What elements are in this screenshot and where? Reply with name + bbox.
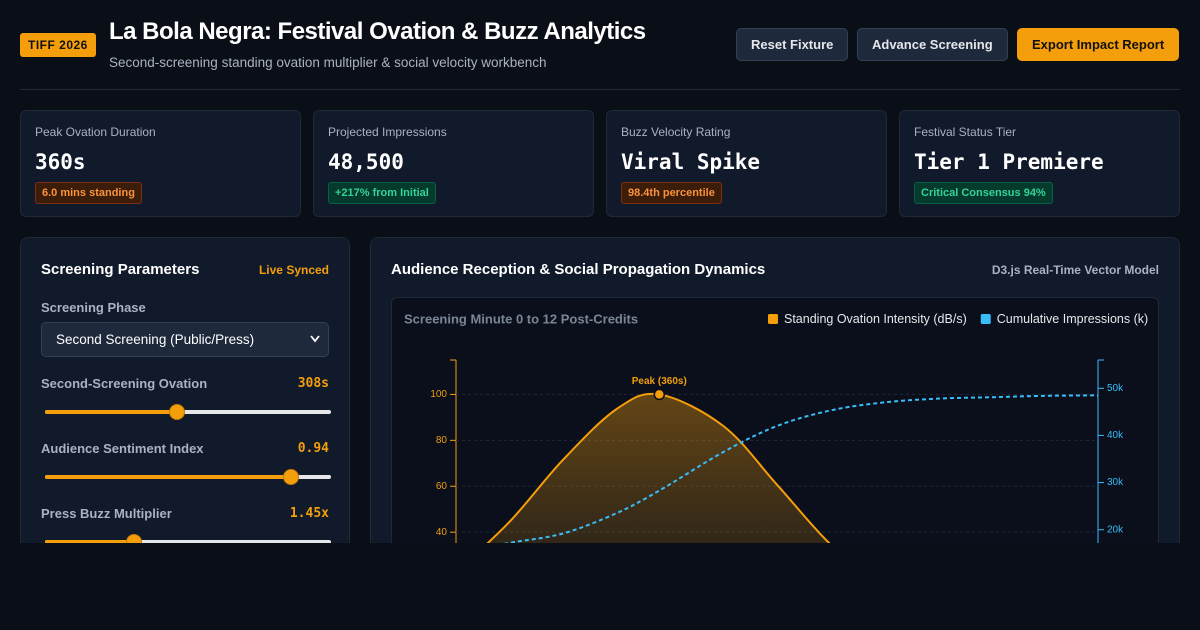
line [503, 394, 1099, 543]
slider-value: 308s [297, 376, 329, 391]
y2-tick-label: 20k [1107, 524, 1124, 535]
slider-label: Audience Sentiment Index [41, 441, 204, 456]
annotation: Peak (360s) [632, 376, 687, 387]
line [486, 392, 831, 543]
y2-tick-label: 30k [1107, 477, 1124, 488]
kpi-value: 360s [35, 150, 86, 174]
select-value: Second Screening (Public/Press) [56, 332, 255, 347]
chart: Screening Minute 0 to 12 Post-Credits St… [404, 311, 1148, 543]
y2-tick-label: 40k [1107, 430, 1124, 441]
kpi-card: Buzz Velocity Rating Viral Spike 98.4th pe… [606, 110, 887, 217]
kpi-label: Peak Ovation Duration [35, 125, 156, 139]
button[interactable]: Reset Fixture [736, 28, 849, 61]
kpi-tag: 6.0 mins standing [35, 182, 142, 204]
slider-value: 1.45x [289, 506, 329, 521]
legend-label: Standing Ovation Intensity (dB/s) [784, 312, 967, 326]
chart-subtitle: Screening Minute 0 to 12 Post-Credits [404, 311, 638, 326]
badge: TIFF 2026 [20, 33, 96, 57]
y-tick-label: 60 [436, 481, 448, 492]
kpi-tag: 98.4th percentile [621, 182, 722, 204]
button[interactable]: Export Impact Report [1017, 28, 1180, 61]
chart-box: Screening Minute 0 to 12 Post-Credits St… [391, 297, 1159, 543]
kpi-tag: +217% from Initial [328, 182, 436, 204]
slider[interactable] [45, 469, 331, 485]
legend-swatch [768, 314, 778, 324]
peak-marker [653, 388, 666, 401]
panel-title: Screening Parameters [41, 261, 200, 278]
y2-tick-label: 50k [1107, 383, 1124, 394]
kpi-card: Peak Ovation Duration 360s 6.0 mins standi… [20, 110, 301, 217]
kpi-label: Projected Impressions [328, 125, 447, 139]
panel-title: Audience Reception & Social Propagation … [391, 261, 766, 278]
tag: D3.js Real-Time Vector Model [991, 263, 1159, 277]
select[interactable]: Second Screening (Public/Press) [41, 322, 329, 357]
button[interactable]: Advance Screening [857, 28, 1008, 61]
slider-value: 0.94 [297, 441, 329, 456]
kpi-value: Tier 1 Premiere [914, 150, 1104, 174]
kpi-label: Buzz Velocity Rating [621, 125, 731, 139]
slider-label: Press Buzz Multiplier [41, 506, 172, 521]
slider[interactable] [45, 404, 331, 420]
chevron [310, 335, 320, 343]
y-tick-label: 80 [436, 435, 448, 446]
kpi-value: 48,500 [328, 150, 404, 174]
params-panel: Screening Parameters Live Synced Screeni… [20, 237, 350, 543]
field-label: Screening Phase [41, 300, 146, 315]
y-tick-label: 100 [430, 389, 447, 400]
area [487, 393, 830, 543]
status: Live Synced [258, 263, 329, 277]
kpi-card: Festival Status Tier Tier 1 Premiere Criti… [899, 110, 1180, 217]
slider-label: Second-Screening Ovation [41, 376, 208, 391]
y-tick-label: 40 [436, 527, 448, 538]
legend-label: Cumulative Impressions (k) [997, 312, 1148, 326]
kpi-label: Festival Status Tier [914, 125, 1017, 139]
kpi-tag: Critical Consensus 94% [914, 182, 1053, 204]
kpi-value: Viral Spike [621, 150, 761, 174]
kpi-card: Projected Impressions 48,500 +217% from In… [313, 110, 594, 217]
page-subtitle: Second-screening standing ovation multip… [109, 55, 547, 70]
slider[interactable] [45, 534, 331, 543]
divider [20, 89, 1180, 90]
page-title: La Bola Negra: Festival Ovation & Buzz A… [109, 18, 646, 45]
chart-panel: Audience Reception & Social Propagation … [370, 237, 1180, 543]
legend-swatch [980, 314, 991, 324]
viewport: TIFF 2026 La Bola Negra: Festival Ovatio… [20, 18, 1180, 543]
